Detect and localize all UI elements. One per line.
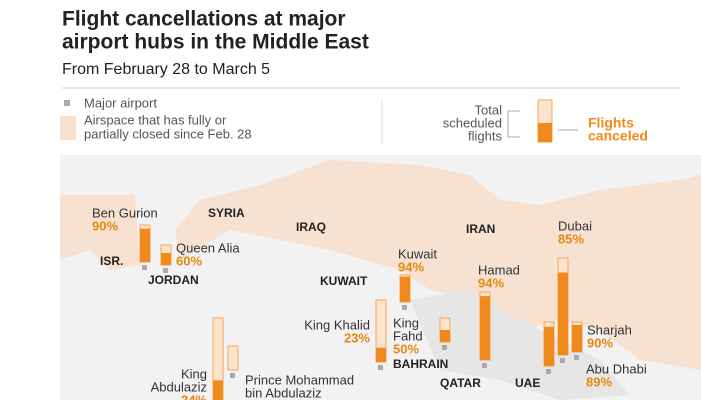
- airport-name: Ben Gurion: [92, 205, 158, 220]
- airport-swatch: [64, 100, 70, 106]
- canceled-bar: [572, 325, 582, 352]
- legend-label: flights: [468, 128, 502, 143]
- canceled-bar: [376, 347, 386, 362]
- airport-name: King: [181, 366, 207, 381]
- airport-dot: [442, 345, 447, 350]
- canceled-bar: [400, 276, 410, 302]
- canceled-label: 85%: [558, 231, 584, 246]
- airport-name: Abdulaziz: [151, 379, 207, 394]
- country-label: BAHRAIN: [393, 357, 448, 371]
- legend-label: Major airport: [84, 95, 157, 110]
- legend-label: Airspace that has fully or: [84, 112, 227, 127]
- subtitle: From February 28 to March 5: [62, 61, 270, 78]
- canceled-label: 24%: [181, 392, 207, 400]
- canceled-bar: [480, 296, 490, 360]
- airport-dot: [560, 358, 565, 363]
- airport-name: Prince Mohammad: [245, 372, 354, 387]
- country-label: SYRIA: [208, 206, 245, 220]
- canceled-label: 60%: [176, 253, 202, 268]
- legend-label: Total: [475, 102, 503, 117]
- airport-dot: [546, 369, 551, 374]
- legend-label: canceled: [588, 128, 648, 144]
- airspace-swatch: [60, 116, 76, 140]
- legend-label: scheduled: [443, 115, 502, 130]
- country-label: JORDAN: [148, 273, 199, 287]
- airport-dot: [230, 373, 235, 378]
- title: airport hubs in the Middle East: [62, 31, 369, 54]
- country-label: QATAR: [440, 376, 481, 390]
- canceled-label: 23%: [344, 330, 370, 345]
- airport-name: bin Abdulaziz: [245, 385, 322, 400]
- airport-dot: [402, 305, 407, 310]
- airport-dot: [574, 355, 579, 360]
- title: Flight cancellations at major: [62, 8, 346, 31]
- country-label: KUWAIT: [320, 274, 368, 288]
- canceled-bar: [558, 272, 568, 355]
- canceled-bar: [140, 228, 150, 262]
- canceled-bar: [161, 253, 171, 265]
- country-label: ISR.: [100, 254, 123, 268]
- airport-dot: [482, 363, 487, 368]
- airport-name: Sharjah: [587, 322, 632, 337]
- canceled-label: 94%: [478, 275, 504, 290]
- canceled-swatch: [538, 123, 552, 142]
- airport-name: Fahd: [393, 328, 423, 343]
- closed-airspace: [60, 195, 140, 270]
- airport-dot: [378, 365, 383, 370]
- canceled-label: 90%: [587, 335, 613, 350]
- country-label: UAE: [515, 376, 540, 390]
- country-label: IRAQ: [296, 220, 326, 234]
- canceled-bar: [544, 326, 554, 366]
- airport-name: King Khalid: [304, 317, 370, 332]
- total-bar: [212, 317, 224, 400]
- canceled-label: 50%: [393, 341, 419, 356]
- gulf-water: [410, 290, 630, 400]
- closed-airspace: [175, 160, 701, 370]
- airport-name: Hamad: [478, 262, 520, 277]
- canceled-bar: [213, 380, 223, 400]
- airport-dot: [163, 268, 168, 273]
- airport-name: Kuwait: [398, 246, 437, 261]
- total-bar: [227, 345, 239, 371]
- canceled-label: 94%: [398, 259, 424, 274]
- map: [60, 155, 701, 400]
- airport-name: King: [393, 315, 419, 330]
- airport-dot: [142, 265, 147, 270]
- canceled-bar: [440, 330, 450, 342]
- airport-name: Dubai: [558, 218, 592, 233]
- canceled-label: 89%: [586, 374, 612, 389]
- country-label: IRAN: [466, 222, 495, 236]
- legend-label: partially closed since Feb. 28: [84, 126, 252, 141]
- canceled-label: 90%: [92, 218, 118, 233]
- legend-label: Flights: [588, 115, 634, 131]
- airport-name: Queen Alia: [176, 240, 240, 255]
- airport-name: Abu Dhabi: [586, 361, 647, 376]
- legend-connector: [507, 110, 578, 138]
